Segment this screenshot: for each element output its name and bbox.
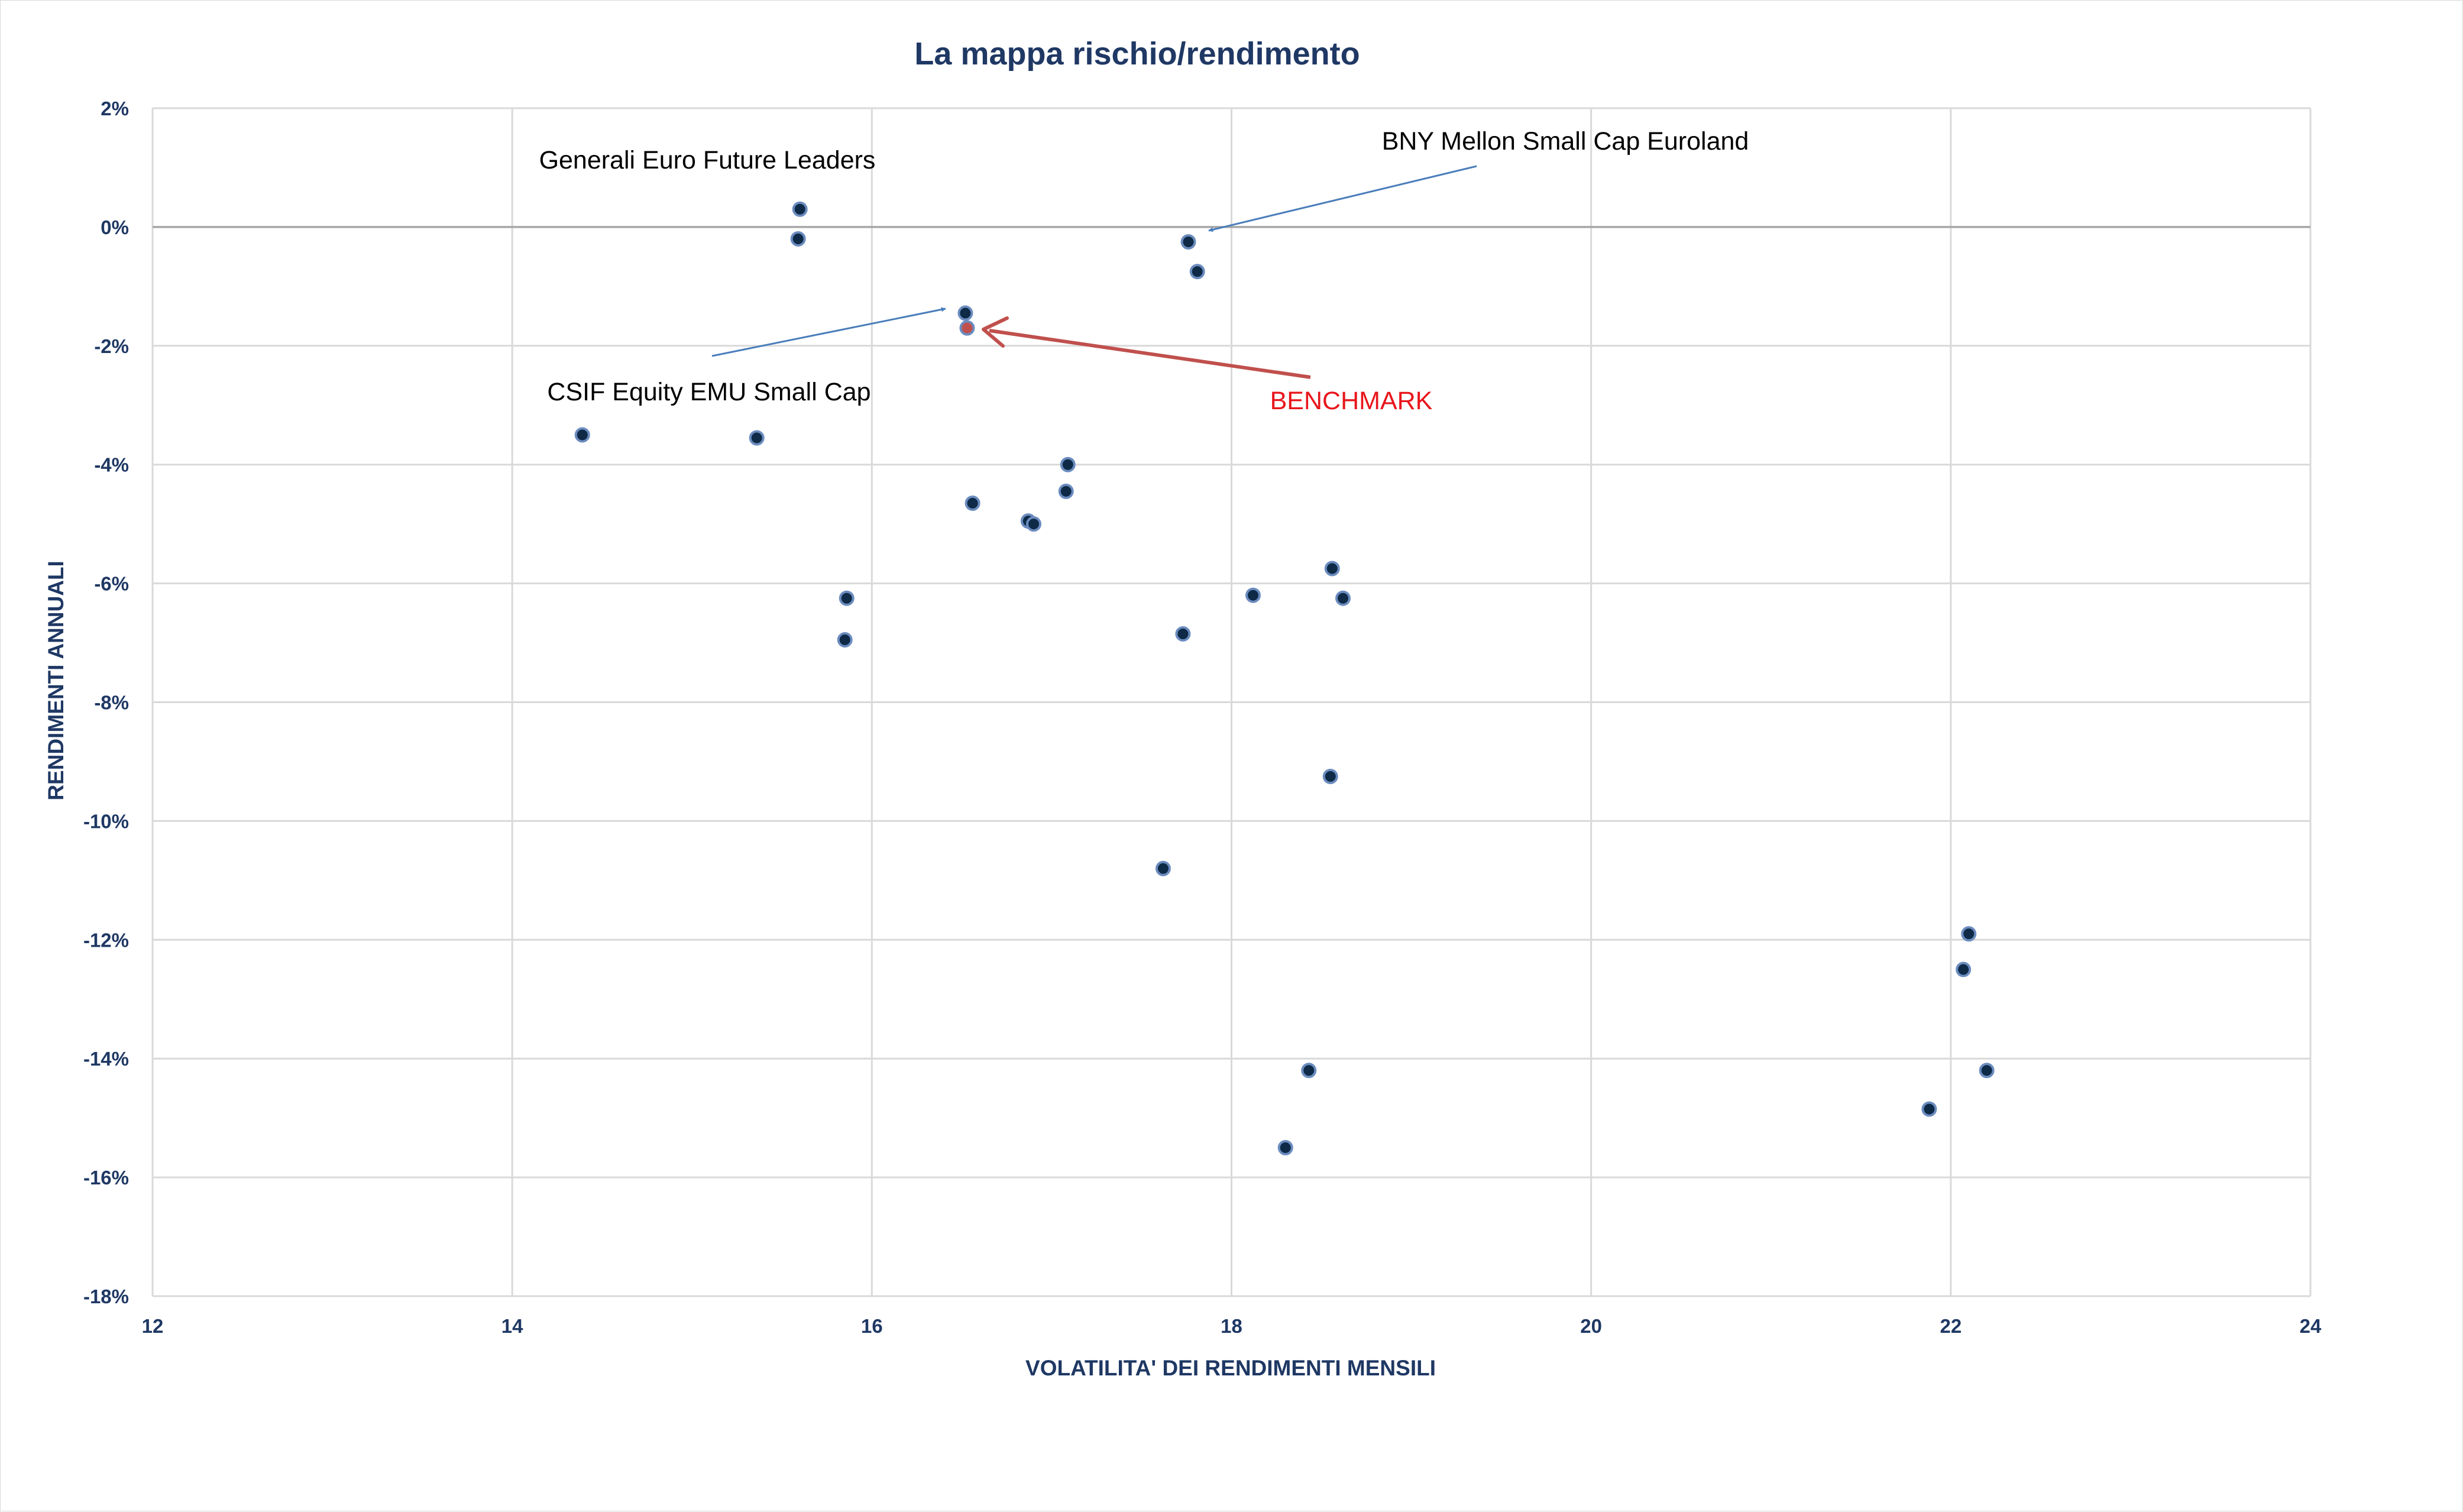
data-point-15 (1335, 590, 1351, 606)
data-point-13 (1324, 561, 1340, 577)
data-points (574, 201, 1995, 1155)
x-axis-title: VOLATILITA' DEI RENDIMENTI MENSILI (1025, 1356, 1436, 1380)
x-tick-label-22: 22 (1940, 1315, 1962, 1337)
y-tick-label--2: -2% (94, 335, 129, 357)
data-point-2 (1180, 234, 1196, 250)
y-tick-label-2: 2% (101, 98, 129, 119)
annotation-benchmark-arrowhead-icon (982, 316, 1009, 348)
y-tick-label-0: 0% (101, 216, 129, 238)
data-point-16 (839, 590, 855, 606)
data-point-1 (790, 231, 806, 247)
x-tick-label-24: 24 (2300, 1315, 2322, 1337)
x-tick-label-16: 16 (861, 1315, 883, 1337)
annotation-csif-label: CSIF Equity EMU Small Cap (547, 378, 870, 406)
y-tick-label--14: -14% (83, 1048, 129, 1070)
y-tick-label--6: -6% (94, 573, 129, 595)
grid-layer (151, 107, 2312, 1297)
x-tick-label-12: 12 (142, 1315, 164, 1337)
data-point-22 (1956, 961, 1972, 977)
y-tick-label--18: -18% (83, 1286, 129, 1307)
data-point-18 (1175, 626, 1191, 642)
y-tick-label--8: -8% (94, 692, 129, 714)
data-point-24 (1921, 1101, 1937, 1117)
y-tick-label--16: -16% (83, 1167, 129, 1189)
data-point-8 (1060, 456, 1076, 472)
annotation-bny-arrow (1208, 165, 1477, 232)
data-point-14 (1245, 587, 1261, 603)
data-point-6 (574, 427, 590, 443)
data-point-3 (1189, 264, 1205, 280)
x-tick-label-20: 20 (1580, 1315, 1602, 1337)
data-point-20 (1155, 860, 1171, 876)
tick-labels: 12 14 16 18 20 22 24 2% 0% -2% -4% -6% -8% -10% -12% -1… (83, 98, 2322, 1337)
y-tick-label--12: -12% (83, 929, 129, 951)
annotation-benchmark-label: BENCHMARK (1270, 387, 1433, 415)
data-point-26 (1277, 1139, 1293, 1155)
benchmark-point (959, 320, 975, 336)
data-point-19 (1322, 769, 1338, 785)
data-point-25 (1301, 1063, 1317, 1079)
data-point-7 (749, 430, 765, 446)
annotation-bny-label: BNY Mellon Small Cap Euroland (1382, 127, 1749, 156)
data-point-23 (1979, 1063, 1995, 1079)
data-point-0 (792, 201, 808, 217)
chart-title: La mappa rischio/rendimento (914, 36, 1360, 72)
y-axis-title: RENDIMENTI ANNUALI (44, 561, 68, 801)
annotation-layer: Generali Euro Future Leaders BNY Mellon … (539, 127, 1749, 415)
data-point-12 (1026, 516, 1042, 532)
x-tick-label-14: 14 (501, 1315, 523, 1337)
x-tick-label-18: 18 (1221, 1315, 1242, 1337)
y-tick-label--4: -4% (94, 454, 129, 476)
annotation-csif-arrow (711, 307, 946, 357)
data-point-10 (965, 495, 980, 511)
y-tick-label--10: -10% (83, 810, 129, 832)
data-point-9 (1058, 483, 1074, 499)
annotation-generali-label: Generali Euro Future Leaders (539, 146, 876, 174)
data-point-21 (1961, 926, 1977, 942)
data-point-4 (957, 305, 973, 321)
annotation-benchmark-arrow (989, 329, 1311, 379)
data-point-17 (837, 632, 853, 648)
